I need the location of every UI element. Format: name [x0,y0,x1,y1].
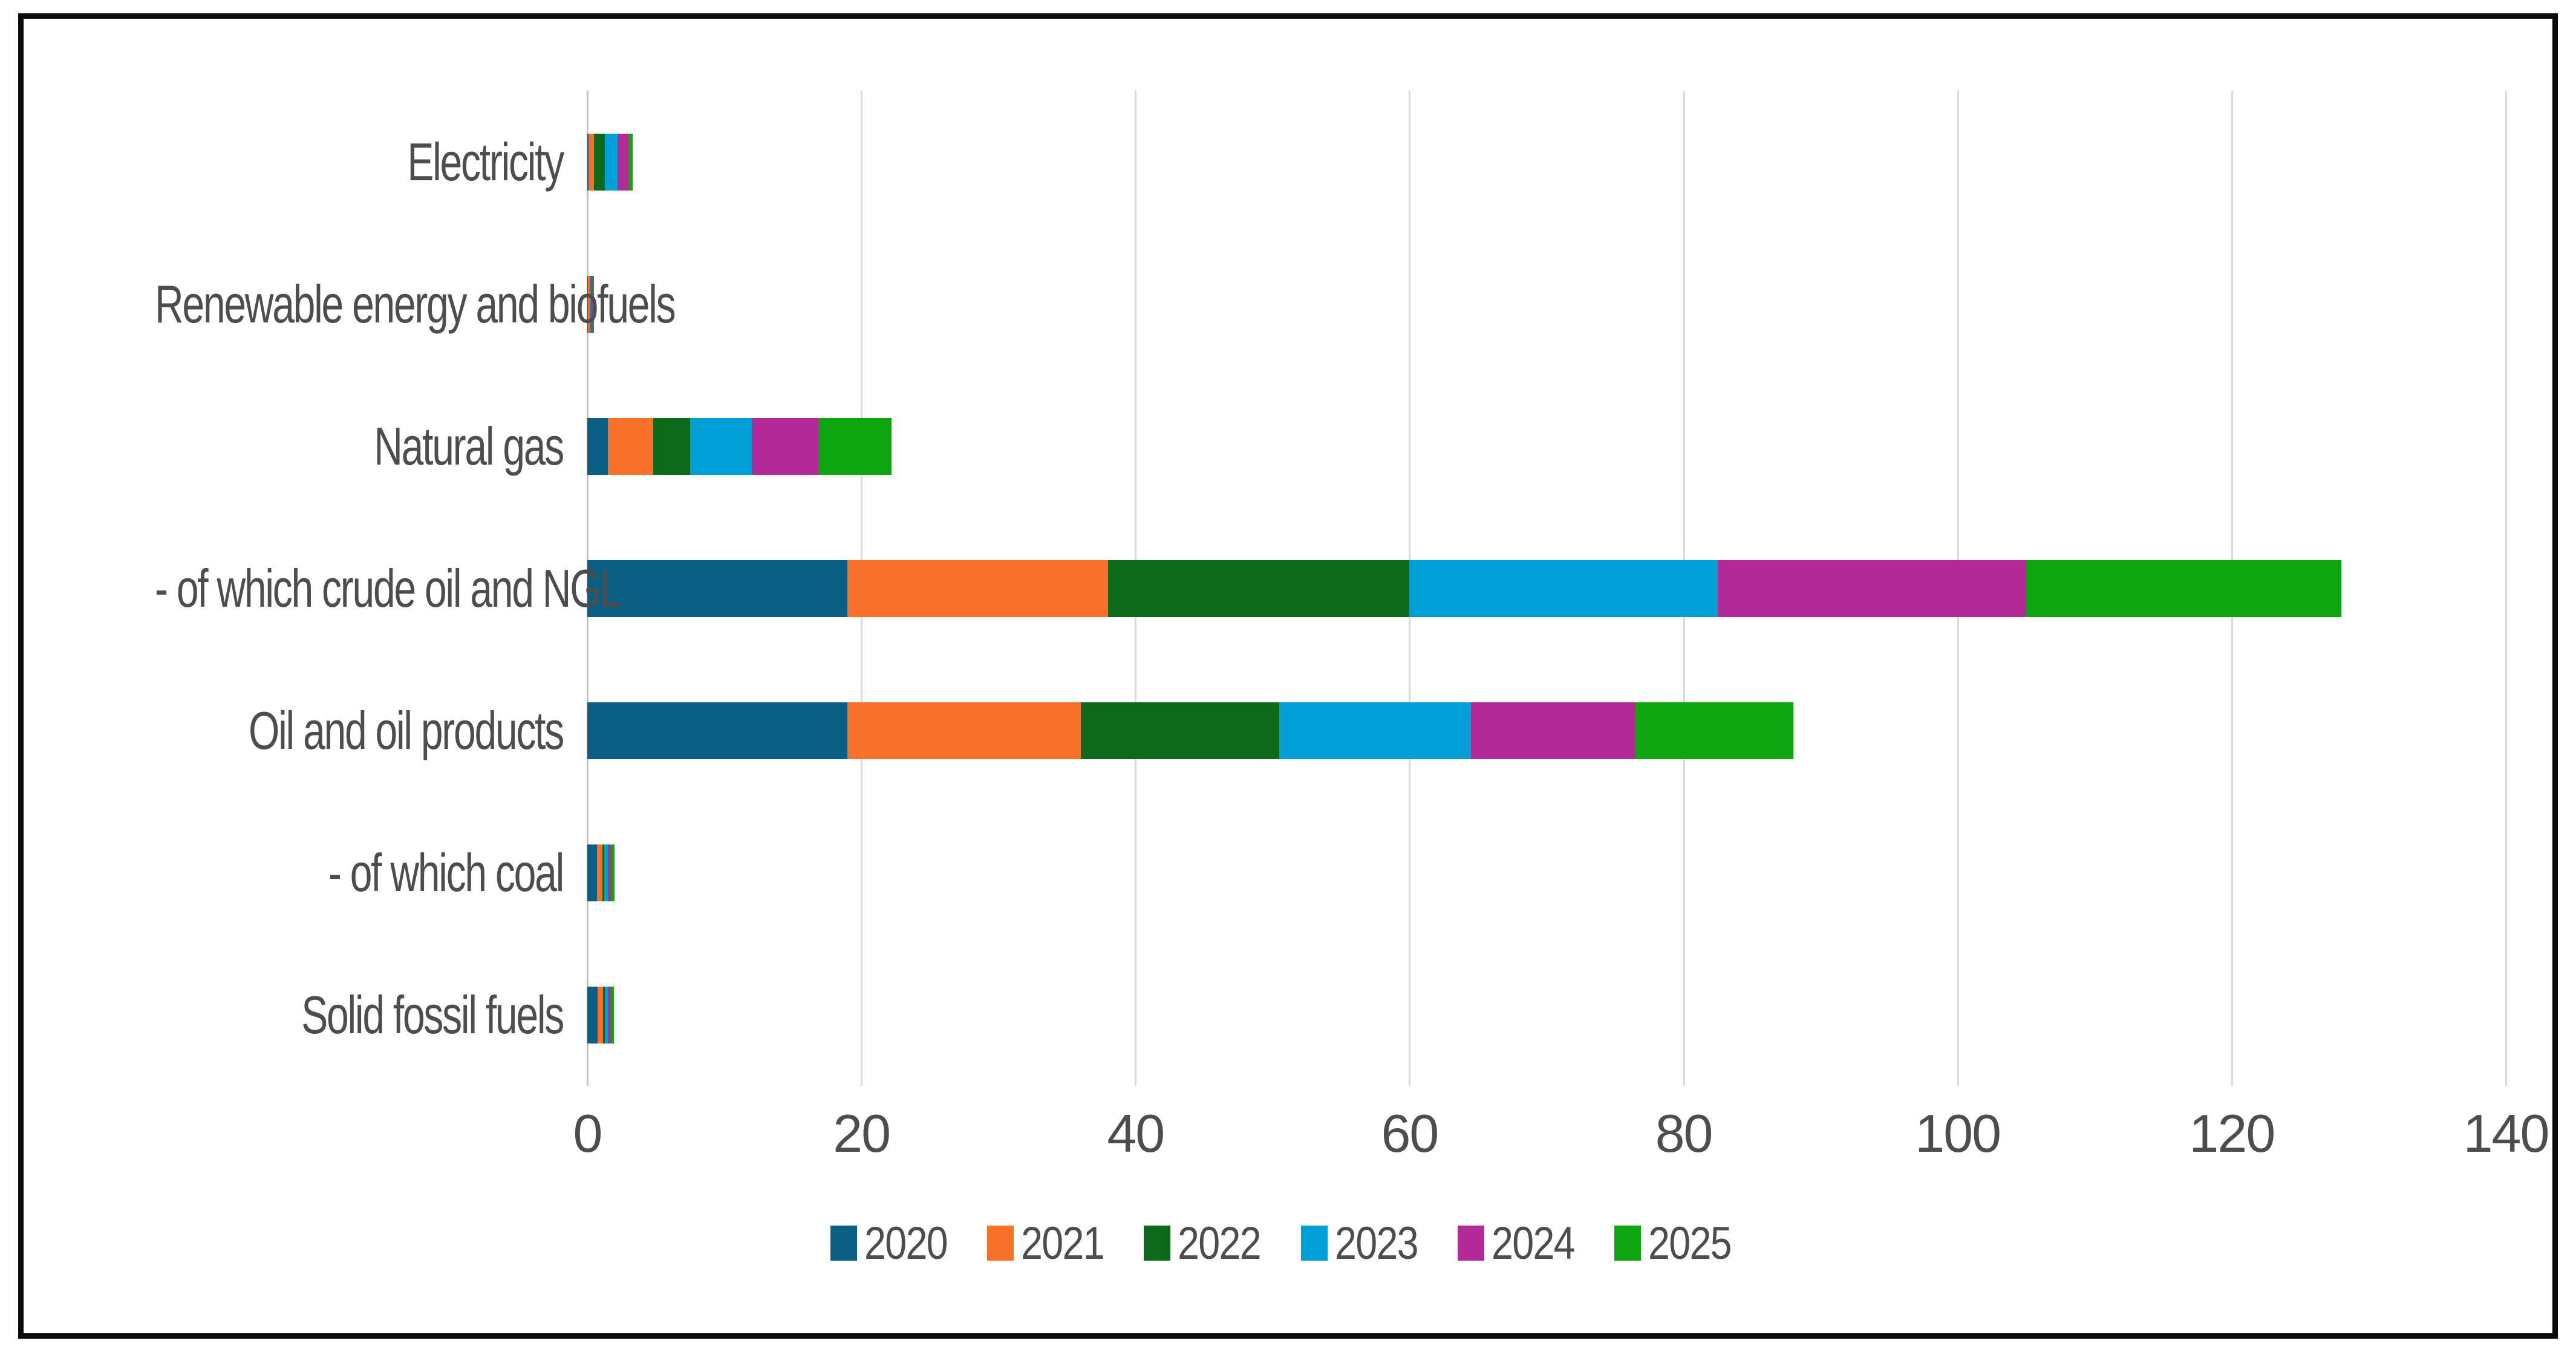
bar-segment-2024[interactable] [607,844,611,901]
bar-segment-2021[interactable] [589,133,595,191]
bar-segment-2025[interactable] [610,844,615,901]
stacked-bar [587,417,892,475]
bar-segment-2020[interactable] [587,275,589,333]
x-tick-label: 140 [2463,1103,2550,1163]
bar-segment-2022[interactable] [1080,702,1280,759]
bar-segment-2022[interactable] [1107,560,1410,617]
plot-area [587,91,2507,1086]
bar-segment-2024[interactable] [591,275,593,333]
bar-segment-2023[interactable] [605,986,608,1043]
bar-segment-2023[interactable] [604,844,608,901]
bar-row [587,233,2506,375]
category-label: Electricity [407,131,564,192]
bar-row [587,659,2506,802]
legend-swatch-icon [1457,1226,1484,1261]
bar-segment-2025[interactable] [628,133,633,191]
x-tick-label: 80 [1655,1103,1714,1163]
x-tick-label: 20 [833,1103,891,1163]
stacked-bar [587,560,2342,617]
bar-segment-2024[interactable] [1471,702,1636,759]
x-tick-label: 100 [1915,1103,2001,1163]
bar-segment-2021[interactable] [596,844,602,901]
legend-label: 2024 [1491,1217,1576,1269]
bar-segment-2025[interactable] [818,417,892,475]
x-tick-label: 0 [573,1103,603,1163]
legend-item-2020[interactable]: 2020 [830,1217,962,1270]
bar-row [587,517,2506,659]
x-tick-label: 40 [1107,1103,1165,1163]
bar-segment-2021[interactable] [847,702,1081,759]
bar-segment-2025[interactable] [1635,702,1793,759]
legend-swatch-icon [830,1226,858,1261]
category-label: - of which coal [328,842,564,903]
legend-item-2021[interactable]: 2021 [987,1217,1118,1270]
bar-segment-2020[interactable] [587,844,597,901]
legend-label: 2021 [1021,1217,1105,1269]
category-label: Renewable energy and biofuels [155,273,676,334]
legend-item-2024[interactable]: 2024 [1457,1217,1589,1270]
legend-item-2023[interactable]: 2023 [1300,1217,1432,1270]
bar-segment-2022[interactable] [603,986,605,1043]
legend-item-2022[interactable]: 2022 [1144,1217,1275,1270]
bar-segment-2025[interactable] [593,275,595,333]
stacked-bar [587,133,633,191]
bar-segment-2021[interactable] [597,986,604,1043]
bar-segment-2023[interactable] [605,133,618,191]
bar-segment-2023[interactable] [1279,702,1472,759]
bar-segment-2022[interactable] [602,844,605,901]
legend-label: 2020 [864,1217,948,1269]
gridline [2505,91,2507,1086]
bar-segment-2021[interactable] [588,275,590,333]
legend: 2020 2021 2022 2023 2024 2025 [0,1210,2576,1276]
bar-row [587,375,2506,517]
bar-row [587,91,2506,233]
category-label: Natural gas [374,416,564,476]
bar-segment-2020[interactable] [587,417,608,475]
bar-segment-2025[interactable] [2026,560,2342,617]
category-label: - of which crude oil and NGL [155,558,622,618]
legend-item-2025[interactable]: 2025 [1614,1217,1746,1270]
bar-segment-2024[interactable] [751,417,819,475]
bar-segment-2025[interactable] [610,986,615,1043]
bar-segment-2020[interactable] [587,133,589,191]
legend-label: 2025 [1648,1217,1732,1269]
bar-segment-2023[interactable] [590,275,592,333]
legend-swatch-icon [1300,1226,1328,1261]
bar-segment-2020[interactable] [587,986,598,1043]
legend-label: 2022 [1178,1217,1262,1269]
stacked-bar [587,986,615,1043]
x-tick-label: 60 [1381,1103,1439,1163]
legend-swatch-icon [1144,1226,1171,1261]
legend-swatch-icon [1614,1226,1641,1261]
x-tick-label: 120 [2189,1103,2275,1163]
category-label: Oil and oil products [249,700,564,760]
stacked-bar [587,844,615,901]
bar-row [587,802,2506,944]
bar-segment-2021[interactable] [607,417,653,475]
bar-segment-2023[interactable] [690,417,752,475]
bar-row [587,944,2506,1086]
bar-segment-2020[interactable] [587,702,848,759]
bar-segment-2022[interactable] [653,417,690,475]
stacked-bar [587,275,595,333]
stacked-bar [587,702,1793,759]
bar-segment-2021[interactable] [847,560,1108,617]
bar-segment-2020[interactable] [587,560,848,617]
bar-segment-2023[interactable] [1409,560,1718,617]
legend-swatch-icon [987,1226,1014,1261]
bar-segment-2024[interactable] [617,133,628,191]
category-label: Solid fossil fuels [301,984,564,1045]
bar-segment-2024[interactable] [607,986,611,1043]
legend-label: 2023 [1334,1217,1419,1269]
bar-segment-2024[interactable] [1718,560,2026,617]
bar-segment-2022[interactable] [594,133,605,191]
chart-frame [18,13,2558,1339]
